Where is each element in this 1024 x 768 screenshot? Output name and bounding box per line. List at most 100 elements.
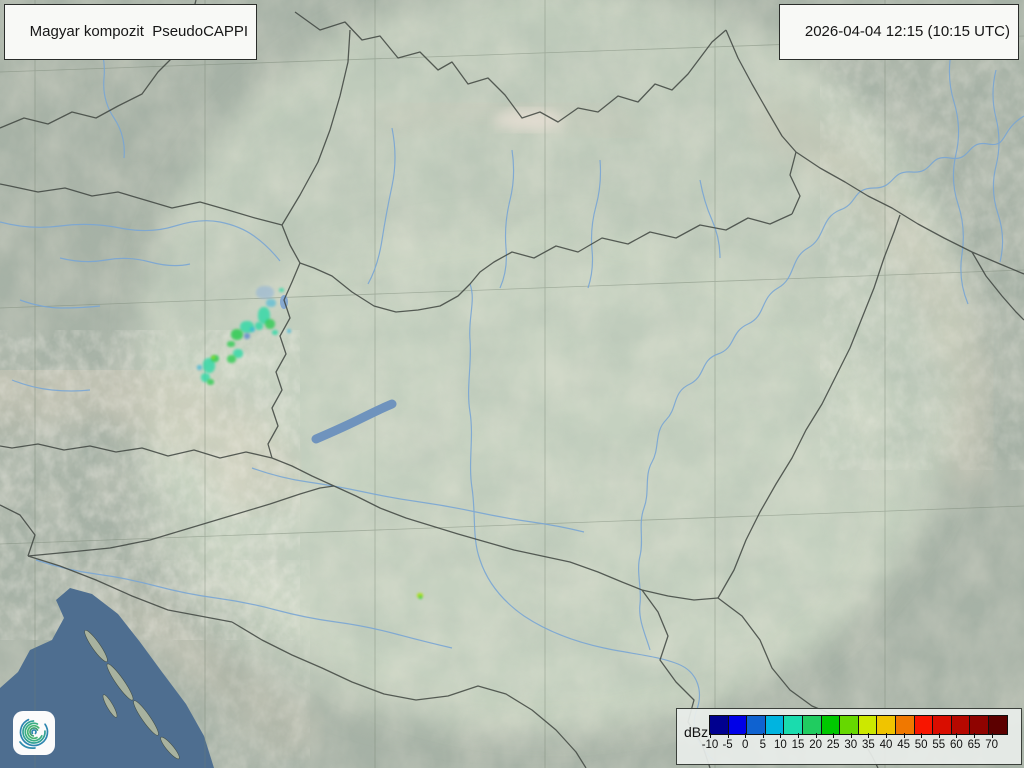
radar-echo-blob [287,329,291,333]
legend-color-cell [709,715,729,735]
river-vah [367,127,396,285]
radar-echo-blob [227,355,236,363]
legend-tick-label: 45 [897,739,910,751]
legend-tick-label: 10 [773,739,787,751]
radar-echo-blob [265,319,275,329]
legend-tick [956,733,958,738]
radar-echo-blob [244,333,250,339]
legend-color-cell [894,715,915,735]
legend-tick-label: 25 [826,739,840,751]
radar-echo-blob [279,288,284,292]
border-sk-ua [725,29,797,153]
legend-color-cell [876,715,896,735]
radar-echo-blob [266,299,276,307]
legend-tick [727,733,729,738]
border-at-si [0,443,273,459]
radar-echo-blob [417,593,423,598]
lake-balaton [311,399,397,444]
radar-echo-blob [203,358,215,373]
river-sava [35,559,453,649]
legend-tick-label: 20 [809,739,822,751]
legend-tick-label: 0 [741,739,749,751]
border-hu-rs [641,589,719,601]
radar-echo-blob [197,365,202,370]
border-cz-at [0,183,283,226]
legend-color-cell [932,715,952,735]
legend-tick [762,733,764,738]
legend-color-cell [820,715,841,735]
river-danube [468,283,717,763]
legend-tick-label: 35 [861,739,875,751]
border-hu-ro [717,214,901,599]
legend-color-cell [987,715,1008,735]
product-title: Magyar kompozit PseudoCAPPI [29,23,249,40]
legend-tick [991,733,993,738]
legend-tick-label: 50 [914,739,928,751]
river-tisza [637,115,1024,651]
legend-color-cell [969,715,989,735]
legend-color-cell [746,715,766,735]
legend-tick [798,733,799,738]
legend-tick-label: 40 [879,739,893,751]
radar-echo-blob [419,596,422,599]
met-service-logo [13,711,55,755]
spiral-logo-icon [19,717,49,749]
radar-echo-blob [233,349,243,358]
legend-tick-label: 70 [985,739,998,751]
legend-color-cell [801,715,822,735]
legend-tick [780,733,782,738]
legend-tick-label: -5 [722,739,733,751]
radar-echo-blob [231,329,243,340]
river-danube-upper [0,220,281,262]
border-hu-sk [299,213,793,313]
radar-echo-blob [256,286,274,299]
legend-color-cell [727,715,748,735]
legend-color-cell [950,715,971,735]
legend-tick [886,733,887,738]
legend-tick-label: 30 [844,739,858,751]
radar-echo-blob [272,330,278,335]
legend-color-cell [839,715,859,735]
radar-echo-blob [211,355,219,362]
legend-tick [850,733,852,738]
legend-tick-label: 55 [932,739,946,751]
border-hr-ba [231,621,587,768]
legend-color-cell [783,715,803,735]
border-at-hu [267,262,301,459]
tatra-peaks [494,109,562,131]
legend-tick [921,733,923,738]
rivers [0,35,1024,763]
product-title-box: Magyar kompozit PseudoCAPPI [4,4,258,60]
legend-tick [745,733,747,738]
legend-tick-label: 60 [949,739,963,751]
legend-tick [710,733,711,738]
legend-tick-label: 15 [791,739,805,751]
radar-echo-blob [207,379,214,385]
legend-tick [833,733,835,738]
legend-tick-label: 65 [967,739,981,751]
legend-color-cell [764,715,785,735]
timestamp-box: 2026-04-04 12:15 (10:15 UTC) [779,4,1019,60]
border-cz-sk [281,29,351,264]
legend-tick [903,733,905,738]
legend-tick [938,733,940,738]
radar-echo-blob [227,341,235,347]
legend-tick [868,733,870,738]
river-drava [251,467,585,533]
legend-color-cell [913,715,934,735]
radar-echo-blob [201,373,210,382]
legend-unit-label: dBz [684,724,709,740]
timestamp-label: 2026-04-04 12:15 (10:15 UTC) [804,23,1010,40]
border-si-hr [27,485,335,557]
legend-tick [974,733,975,738]
border-hu-hr [271,457,643,591]
legend-color-cell [857,715,878,735]
border-pl-sk [294,11,727,123]
legend-tick-label: -10 [701,739,719,751]
dbz-legend: dBz -10 -5 0 5 10 15 20 25 30 35 40 45 50 55 60 65 70 [676,708,1022,765]
radar-echo-blob [255,322,263,330]
legend-tick-label: 5 [759,739,766,751]
